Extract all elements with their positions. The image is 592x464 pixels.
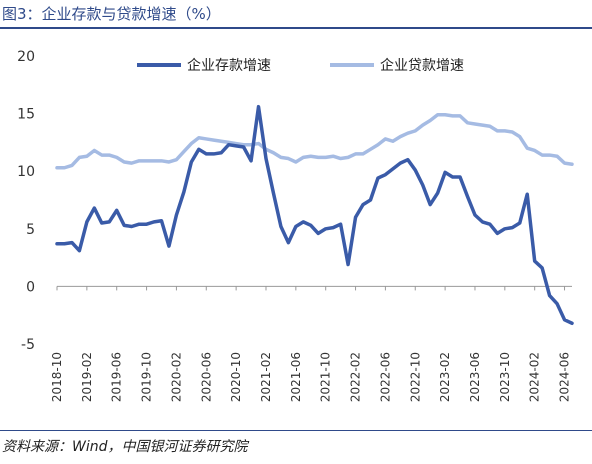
y-tick-label: 10 [17, 164, 35, 180]
figure-title: 图3：企业存款与贷款增速（%） [2, 5, 221, 23]
x-tick-label: 2022-06 [378, 352, 392, 402]
y-tick-label: 5 [26, 222, 35, 238]
legend-item-loan: 企业贷款增速 [330, 57, 464, 74]
chart-series [55, 104, 574, 326]
legend-label: 企业存款增速 [187, 57, 271, 74]
series-line-loan [55, 113, 574, 170]
x-tick-label: 2019-06 [110, 352, 124, 402]
x-tick-label: 2023-02 [438, 352, 452, 402]
x-tick-label: 2019-10 [140, 352, 154, 402]
x-tick-label: 2024-02 [528, 352, 542, 402]
y-tick-label: -5 [21, 337, 35, 353]
legend-label: 企业贷款增速 [380, 57, 464, 74]
x-tick-label: 2020-02 [169, 352, 183, 402]
series-line-deposit [55, 104, 574, 326]
x-tick-label: 2018-10 [50, 352, 64, 402]
x-tick-label: 2022-10 [408, 352, 422, 402]
title-divider [0, 27, 592, 29]
x-tick-label: 2022-02 [349, 352, 363, 402]
x-tick-label: 2023-10 [498, 352, 512, 402]
legend-item-deposit: 企业存款增速 [137, 57, 271, 74]
y-tick-label: 20 [17, 49, 35, 65]
chart-axes: -5 0 5 10 15 20 2018-10 2019-02 2019-06 2019-10 20… [17, 49, 572, 402]
x-tick-label: 2020-10 [229, 352, 243, 402]
x-tick-label: 2021-02 [259, 352, 273, 402]
chart-legend: 企业存款增速 企业贷款增速 [137, 57, 464, 74]
x-tick-label: 2021-10 [319, 352, 333, 402]
source-note: 资料来源：Wind，中国银河证券研究院 [2, 439, 248, 455]
x-tick-label: 2019-02 [80, 352, 94, 402]
x-tick-label: 2021-06 [289, 352, 303, 402]
x-tick-label: 2020-06 [199, 352, 213, 402]
y-tick-label: 15 [17, 107, 35, 123]
x-tick-label: 2024-06 [558, 352, 572, 402]
line-chart: -5 0 5 10 15 20 2018-10 2019-02 2019-06 2019-10 20… [17, 49, 574, 402]
x-tick-label: 2023-06 [468, 352, 482, 402]
y-tick-label: 0 [26, 279, 35, 295]
source-divider [0, 430, 592, 431]
